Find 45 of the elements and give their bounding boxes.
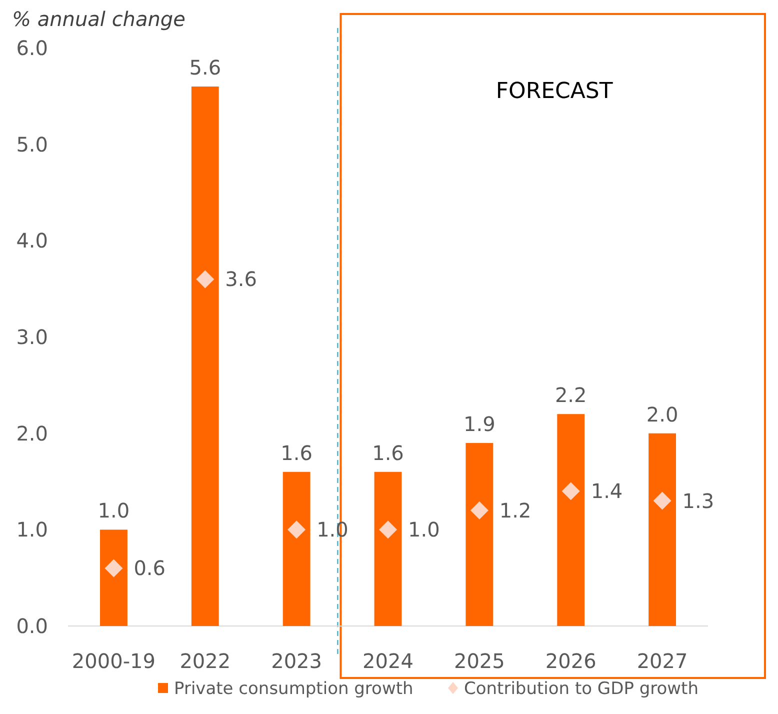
y-tick-label: 5.0 [16, 132, 48, 156]
y-tick-label: 4.0 [16, 228, 48, 253]
point [196, 270, 214, 288]
y-tick-label: 3.0 [16, 325, 48, 349]
data-label: 3.6 [225, 267, 257, 292]
data-label: 5.6 [189, 56, 222, 80]
data-label: 0.6 [134, 556, 166, 580]
bar [374, 472, 402, 626]
y-tick-label: 1.0 [16, 518, 48, 542]
x-tick-label: 2025 [454, 649, 505, 673]
data-label: 2.2 [554, 383, 587, 408]
bar [100, 530, 128, 626]
bar [557, 414, 585, 626]
x-tick-label: 2026 [545, 649, 596, 673]
y-axis-title: % annual change [12, 7, 186, 31]
point [653, 492, 672, 510]
legend-label: Contribution to GDP growth [464, 679, 698, 699]
data-label: 2.0 [646, 402, 678, 426]
bar [466, 442, 494, 626]
point [288, 520, 306, 539]
x-tick-label: 2024 [362, 649, 414, 673]
point [104, 559, 123, 578]
bar [648, 433, 676, 626]
data-label: 1.0 [408, 518, 440, 542]
point [562, 482, 580, 500]
x-tick-label: 2027 [636, 649, 688, 673]
data-label: 1.9 [464, 412, 496, 436]
data-label: 1.4 [590, 479, 623, 504]
bar [282, 472, 310, 626]
x-tick-label: 2022 [180, 649, 231, 673]
point [379, 520, 397, 539]
legend-label: Private consumption growth [174, 679, 414, 699]
bar [191, 86, 219, 626]
point [470, 501, 488, 520]
y-tick-label: 6.0 [16, 36, 48, 60]
y-tick-label: 0.0 [16, 614, 48, 638]
annotation: FORECAST [496, 79, 614, 104]
x-tick-label: 2000-19 [72, 649, 156, 673]
data-label: 1.2 [499, 498, 532, 522]
y-tick-label: 2.0 [16, 421, 48, 446]
data-label: 1.6 [280, 440, 312, 465]
data-label: 1.0 [98, 498, 130, 523]
data-label: 1.6 [372, 440, 404, 465]
data-label: 1.3 [682, 488, 714, 513]
x-tick-label: 2023 [271, 649, 322, 673]
